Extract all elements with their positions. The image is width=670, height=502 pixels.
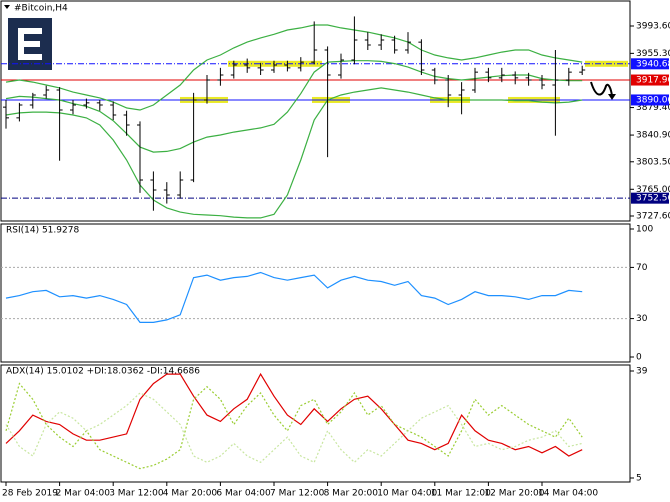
x-tick-label: 12 Mar 20:00	[484, 489, 544, 499]
indicator-line	[5, 372, 583, 457]
y-tick-label: 5	[636, 474, 642, 484]
logo	[8, 18, 52, 70]
bollinger-lower	[5, 87, 583, 219]
y-tick-label: 3840.90	[636, 131, 670, 141]
bollinger-upper	[5, 24, 583, 111]
forecast-arrowhead	[608, 94, 616, 100]
x-tick-label: 8 Mar 20:00	[324, 489, 379, 499]
y-tick-label: 3765.00	[636, 185, 670, 195]
level-highlight	[228, 60, 322, 67]
level-label: 3890.06	[636, 95, 670, 105]
x-tick-label: 10 Mar 04:00	[377, 489, 437, 499]
indicator-line	[5, 392, 583, 464]
level-label-box	[631, 58, 669, 70]
y-tick-label: 3955.30	[636, 49, 670, 59]
level-label-box	[631, 74, 669, 86]
rsi-panel	[0, 223, 631, 363]
y-tick-label: 3993.60	[636, 22, 670, 32]
forecast-arrow	[590, 81, 613, 97]
x-tick-label: 11 Mar 12:00	[431, 489, 491, 499]
y-tick-label: 3879.40	[636, 103, 670, 113]
x-tick-label: 28 Feb 2019	[2, 489, 58, 499]
main-panel	[0, 0, 631, 222]
x-tick-label: 14 Mar 04:00	[538, 489, 598, 499]
x-tick-label: 7 Mar 12:00	[270, 489, 325, 499]
y-tick-label: 3727.60	[636, 212, 670, 222]
indicator-line	[5, 382, 583, 470]
chart-title: #Bitcoin,H4	[14, 4, 68, 14]
y-tick-label: 70	[636, 263, 648, 273]
adx-title: ADX(14) 15.0102 +DI:18.0362 -DI:14.6686	[6, 367, 200, 377]
level-label: 3917.96	[636, 76, 670, 86]
y-tick-label: 39	[636, 367, 648, 377]
rsi-title: RSI(14) 51.9278	[6, 226, 79, 236]
y-tick-label: 0	[636, 353, 642, 363]
dropdown-icon[interactable]	[4, 5, 10, 9]
x-tick-label: 6 Mar 04:00	[216, 489, 271, 499]
level-label: 3752.56	[636, 194, 670, 204]
level-label: 3940.68	[636, 59, 670, 69]
indicator-line	[5, 271, 583, 323]
x-tick-label: 4 Mar 20:00	[163, 489, 218, 499]
y-tick-label: 3803.50	[636, 157, 670, 167]
x-tick-label: 2 Mar 04:00	[56, 489, 111, 499]
adx-panel	[0, 364, 631, 483]
x-tick-label: 3 Mar 12:00	[109, 489, 164, 499]
level-label-box	[631, 192, 669, 204]
bollinger-middle	[5, 60, 583, 153]
y-tick-label: 100	[636, 225, 653, 235]
level-label-box	[631, 94, 669, 106]
y-tick-label: 30	[636, 314, 648, 324]
